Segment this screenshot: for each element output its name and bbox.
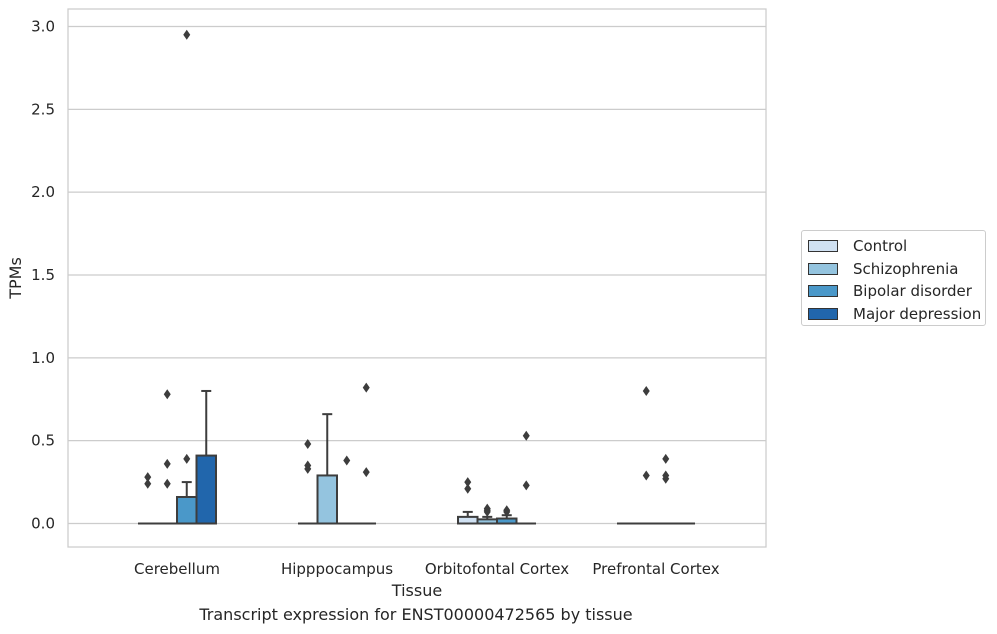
outlier-point [304,463,312,474]
outlier-point [642,470,650,481]
y-tick-label: 2.5 [31,100,55,118]
box-3-0 [195,389,217,525]
figure-caption: Transcript expression for ENST0000047256… [199,605,633,624]
x-tick-labels: Cerebellum Hipppocampus Orbitofontal Corte… [134,560,720,578]
outlier-point [642,385,650,396]
legend-item: Schizophrenia [808,258,985,281]
outlier-point [483,506,491,517]
legend-label: Bipolar disorder [853,282,972,301]
legend-item: Bipolar disorder [808,280,985,303]
plot-area [67,8,767,548]
outlier-point [144,478,152,489]
outlier-point [183,453,191,464]
y-tick-label: 1.0 [31,349,55,367]
box-body [316,474,338,525]
outlier-point [662,453,670,464]
legend-swatch [808,262,838,275]
x-tick-label: Cerebellum [134,560,220,578]
box-0-1 [298,438,318,525]
outlier-point [464,483,472,494]
box-body [176,495,198,525]
box-0-0 [138,472,158,525]
outlier-point [522,480,530,491]
box-2-2 [496,505,518,525]
legend-item: Control [808,235,985,258]
box-2-1 [337,455,357,525]
x-tick-label: Prefrontal Cortex [592,560,719,578]
box-1-0 [157,389,177,525]
y-tick-label: 0.0 [31,515,55,533]
x-tick-label: Hipppocampus [281,560,393,578]
y-tick-label: 2.0 [31,183,55,201]
outlier-point [183,29,191,40]
legend-swatch [808,285,838,298]
outlier-point [163,389,171,400]
outlier-point [144,472,152,483]
outlier-point [503,506,511,517]
box-3-2 [516,430,536,525]
outlier-point [522,430,530,441]
box-2-0 [176,29,198,525]
outlier-point [362,382,370,393]
outlier-point [163,478,171,489]
outlier-point [163,458,171,469]
box-0-2 [457,477,479,525]
outlier-point [343,455,351,466]
box-1-3 [636,385,656,525]
y-axis-label: TPMs [6,257,25,300]
box-marks [138,29,695,525]
y-tick-label: 3.0 [31,18,55,36]
box-3-1 [356,382,376,525]
outlier-point [362,467,370,478]
legend: Control Schizophrenia Bipolar disorder Majo… [801,230,986,326]
box-1-1 [316,413,338,525]
legend-item: Major depression [808,303,985,326]
y-tick-label: 1.5 [31,266,55,284]
box-body [195,454,217,525]
legend-label: Major depression [853,304,982,323]
x-tick-label: Orbitofontal Cortex [425,560,569,578]
box-2-3 [656,453,676,525]
legend-label: Schizophrenia [853,259,959,278]
outlier-point [662,473,670,484]
outlier-point [304,438,312,449]
y-tick-label: 0.5 [31,432,55,450]
outlier-point [464,477,472,488]
legend-swatch [808,307,838,320]
legend-label: Control [853,237,908,256]
x-axis-label: Tissue [391,581,442,600]
y-tick-labels: 0.0 0.5 1.0 1.5 2.0 2.5 3.0 [31,18,55,533]
legend-swatch [808,240,838,253]
